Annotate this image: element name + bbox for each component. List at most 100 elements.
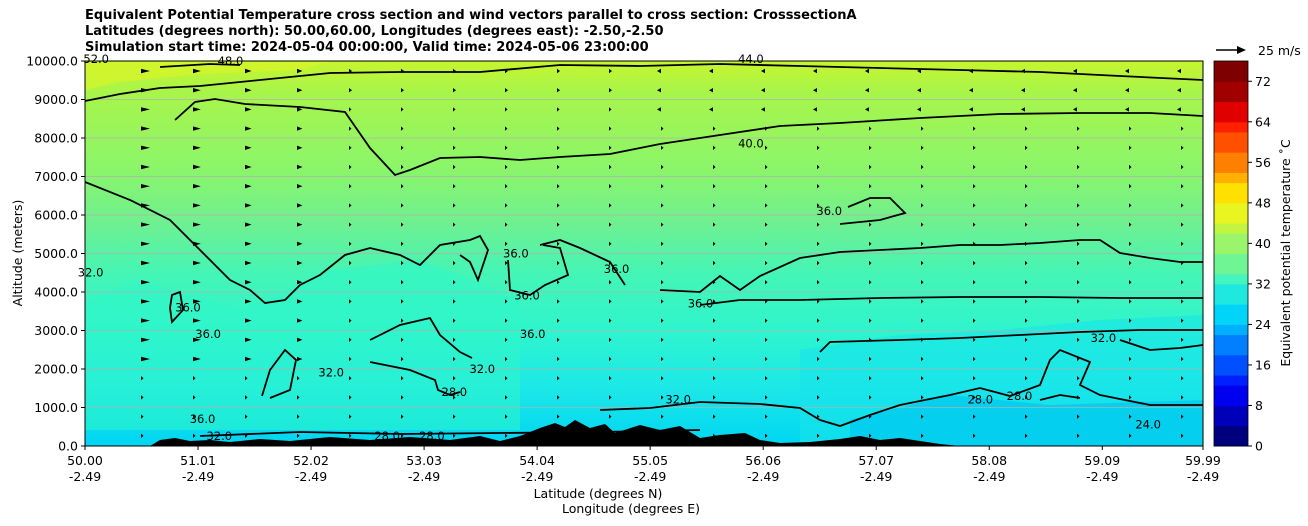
wind-vector: [921, 414, 924, 419]
wind-vector: [869, 376, 872, 381]
colorbar-segment: [1214, 111, 1248, 123]
wind-vector: [297, 356, 303, 362]
wind-vector: [1025, 260, 1028, 266]
wind-vector: [557, 337, 560, 342]
contour-label: 32.0: [1091, 331, 1117, 345]
wind-vector: [609, 299, 612, 304]
wind-vector: [817, 126, 820, 131]
wind-vector: [245, 164, 252, 170]
colorbar-tick-label: 32: [1255, 276, 1271, 291]
wind-vector: [921, 280, 924, 285]
wind-vector: [557, 280, 560, 285]
wind-vector: [505, 337, 508, 342]
wind-vector: [709, 88, 713, 93]
wind-vector: [713, 241, 716, 246]
wind-vector: [817, 376, 820, 381]
wind-vector: [193, 395, 196, 400]
contour-48: [159, 63, 241, 68]
wind-vector: [973, 376, 976, 381]
contour-labels: 44.0 40.0 36.0 36.0 36.0 36.0 36.0 36.0 36.0 36.0…: [78, 52, 1161, 443]
wind-vector: [709, 68, 713, 74]
wind-vector: [1077, 376, 1080, 381]
wind-vector: [141, 318, 150, 323]
wind-vector: [661, 280, 664, 285]
wind-vector: [1181, 184, 1184, 189]
wind-vector: [765, 222, 768, 227]
wind-vector: [453, 433, 456, 438]
wind-vector: [1025, 126, 1028, 131]
wind-vector: [349, 280, 352, 285]
wind-vector: [557, 203, 560, 208]
colorbar-segment: [1214, 81, 1248, 92]
wind-vector: [557, 241, 560, 246]
colorbar-segment: [1214, 263, 1248, 275]
wind-vector: [973, 318, 976, 323]
wind-vector: [921, 145, 924, 150]
x-tick-label-lat: 51.01: [180, 453, 216, 468]
x-tick-label-lon: -2.49: [69, 469, 101, 484]
wind-vector: [245, 260, 252, 266]
colorbar-segment: [1214, 182, 1248, 194]
wind-vector: [1025, 356, 1028, 362]
contour-36-loop: [839, 197, 907, 225]
wind-vector: [921, 126, 924, 131]
wind-vector: [401, 126, 404, 131]
wind-vector: [453, 126, 456, 131]
wind-vector: [193, 433, 196, 438]
wind-vector: [297, 222, 303, 227]
wind-vector: [609, 241, 612, 246]
colorbar-segment: [1214, 334, 1248, 346]
wind-vector: [1125, 107, 1129, 112]
wind-vector: [869, 280, 872, 285]
wind-vector: [1073, 88, 1077, 93]
wind-vector: [817, 241, 820, 246]
contour-44: [85, 63, 1203, 102]
wind-vector: [921, 318, 924, 323]
cool-patch-middle: [85, 260, 520, 430]
wind-vector: [453, 280, 456, 285]
wind-vector: [973, 145, 976, 150]
wind-vector: [713, 222, 716, 227]
wind-vector: [713, 184, 716, 189]
contour-label: 32.0: [78, 266, 104, 280]
wind-vector: [245, 126, 252, 131]
wind-vector: [661, 222, 664, 227]
wind-vector: [297, 68, 303, 74]
wind-vector: [661, 184, 664, 189]
wind-vector: [869, 184, 872, 189]
wind-vector: [453, 318, 456, 323]
x-tick-label-lat: 54.04: [519, 453, 555, 468]
wind-vector: [401, 299, 404, 304]
colorbar-segment: [1214, 223, 1248, 234]
wind-vector: [1073, 107, 1077, 112]
wind-vector: [297, 107, 303, 112]
wind-vector: [813, 107, 817, 112]
wind-vector: [297, 414, 300, 419]
wind-vector: [1129, 145, 1132, 150]
wind-vector: [1129, 164, 1132, 170]
wind-vector: [401, 260, 404, 266]
wind-vector: [817, 337, 820, 342]
colorbar-segment: [1214, 395, 1248, 406]
wind-vector: [765, 260, 768, 266]
wind-vector: [349, 433, 352, 438]
x-axis: 50.00-2.4951.01-2.4952.02-2.4953.03-2.49…: [67, 446, 1221, 484]
wind-vector: [141, 395, 144, 400]
colorbar-segment: [1214, 233, 1248, 244]
wind-vector: [193, 376, 196, 381]
title-line-1: Equivalent Potential Temperature cross s…: [85, 8, 857, 23]
contour-label: 44.0: [738, 52, 764, 66]
wind-vector: [657, 107, 661, 112]
wind-vector: [921, 241, 924, 246]
wind-vector: [245, 222, 252, 227]
wind-vector: [401, 395, 404, 400]
contour-label: 36.0: [503, 246, 529, 260]
contour-28-right: [1039, 394, 1081, 401]
wind-vector: [765, 145, 768, 150]
wind-vector: [609, 376, 612, 381]
wind-vector: [969, 107, 973, 112]
wind-vector: [193, 88, 201, 93]
wind-vector: [297, 184, 303, 189]
wind-vector: [401, 337, 404, 342]
wind-vector: [505, 145, 508, 150]
